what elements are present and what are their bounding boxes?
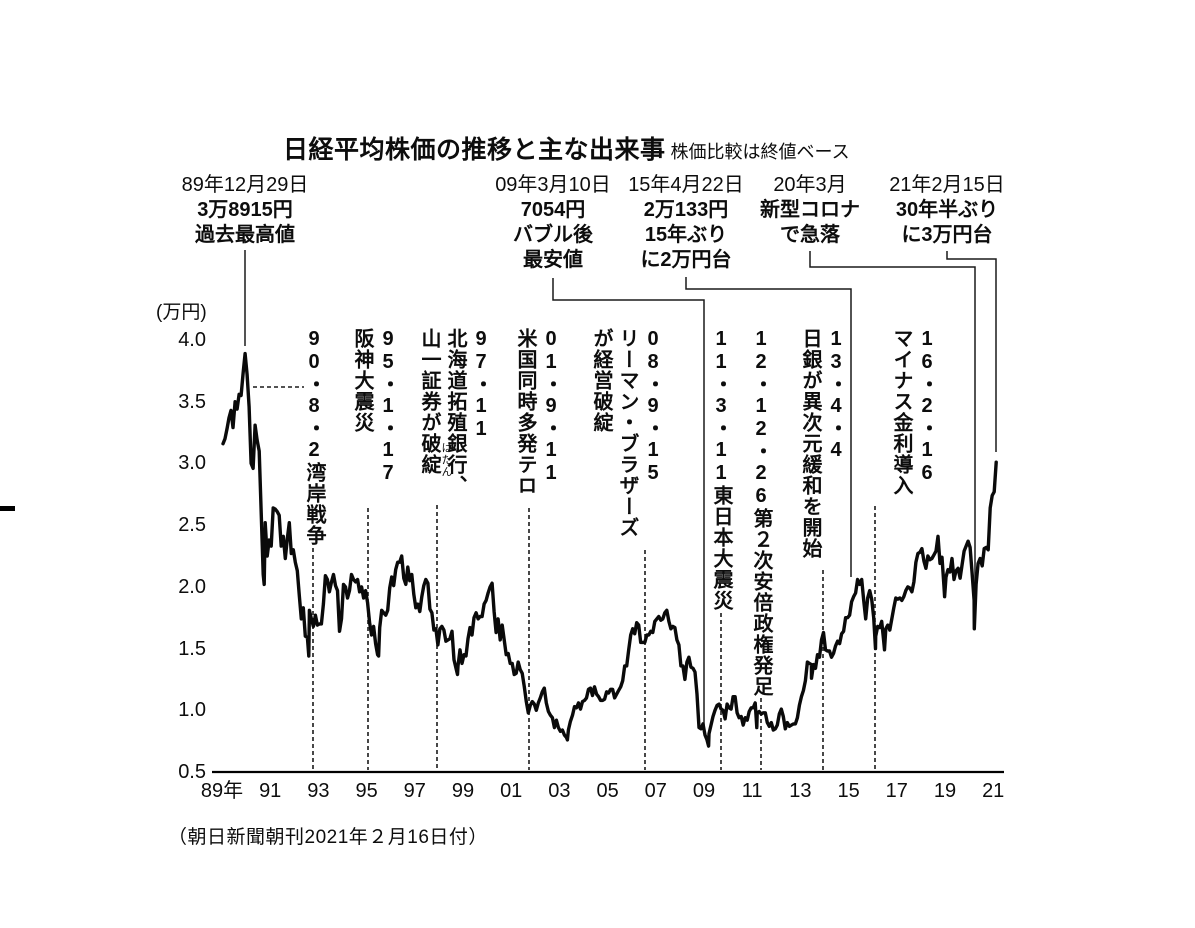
event-us-911-attacks-line-1: 米国同時多発テロ bbox=[514, 328, 536, 496]
nikkei-price-line bbox=[221, 351, 998, 748]
event-negative-interest-rate: 16・2・16 マイナス金利導入 bbox=[888, 328, 940, 768]
x-tick-91: 91 bbox=[259, 780, 282, 802]
page-edge-mark bbox=[0, 506, 15, 511]
x-tick-19: 19 bbox=[933, 780, 957, 802]
callout-peak-1989: 89年12月29日 3万8915円 過去最高値 bbox=[135, 173, 355, 248]
event-us-911-attacks: 01・9・11 米国同時多発テロ bbox=[512, 328, 564, 768]
event-gulf-war: 90・8・2湾岸戦争 bbox=[301, 328, 327, 768]
callout-30000-2021-line-0: 21年2月15日 bbox=[889, 174, 1005, 196]
x-tick-01: 01 bbox=[500, 780, 523, 802]
x-tick-11: 11 bbox=[741, 780, 763, 802]
callout-covid-2020: 20年3月新型コロナで急落 bbox=[700, 173, 920, 248]
event-hanshin-earthquake: 95・1・17 阪神大震災 bbox=[349, 328, 401, 768]
x-tick-93: 93 bbox=[307, 780, 330, 802]
y-tick-0.5: 0.5 bbox=[178, 761, 206, 783]
callout-low-2009: 09年3月10日 7054円バブル後最安値 bbox=[443, 173, 663, 273]
callout-covid-2020-line-2: で急落 bbox=[780, 224, 840, 246]
callout-30000-2021-line-2: に3万円台 bbox=[901, 224, 993, 246]
y-tick-3.5: 3.5 bbox=[178, 390, 206, 413]
x-tick-97: 97 bbox=[403, 780, 426, 802]
event-boj-easing-line-1: 日銀が異次元緩和を開始 bbox=[799, 328, 821, 559]
x-tick-95: 95 bbox=[355, 780, 378, 802]
callout-30000-2021: 21年2月15日 30年半ぶり に3万円台 bbox=[837, 173, 1057, 248]
callout-low-2009-line-2: バブル後 bbox=[513, 224, 593, 246]
event-us-911-attacks-line-0: 01・9・11 bbox=[540, 328, 562, 485]
event-yamaichi-hokkaido-bankruptcy-line-0: 97・11 bbox=[470, 328, 492, 441]
event-tohoku-earthquake: 11・3・11東日本大震災 bbox=[708, 328, 734, 768]
y-axis-unit-label: (万円) bbox=[156, 302, 207, 323]
y-tick-2.0: 2.0 bbox=[178, 575, 206, 598]
leader-30000-2021 bbox=[946, 251, 997, 452]
x-tick-13: 13 bbox=[789, 780, 812, 802]
chart-title-note: 株価比較は終値ベース bbox=[670, 142, 850, 162]
event-yamaichi-hokkaido-bankruptcy-line-1: 北海道拓殖銀行、 bbox=[444, 328, 466, 496]
callout-20000-2015: 15年4月22日 2万133円 15年ぶりに2万円台 bbox=[576, 173, 796, 273]
event-abe-government-line-0: 12・12・26第２次安倍政権発足 bbox=[750, 328, 772, 697]
callout-peak-1989-line-2: 過去最高値 bbox=[195, 224, 295, 246]
event-dashed-lines bbox=[253, 386, 876, 770]
event-hanshin-earthquake-line-0: 95・1・17 bbox=[377, 328, 399, 485]
y-tick-2.5: 2.5 bbox=[178, 514, 206, 537]
event-lehman-collapse-line-1: リーマン・ブラザーズ bbox=[616, 328, 638, 538]
callout-covid-2020-line-0: 20年3月 bbox=[773, 174, 847, 196]
x-tick-89年: 89年 bbox=[200, 780, 244, 802]
leader-20000-2015 bbox=[685, 277, 852, 577]
callout-peak-1989-line-1: 3万8915円 bbox=[197, 199, 293, 221]
callout-leader-lines bbox=[244, 250, 997, 727]
event-negative-interest-rate-line-0: 16・2・16 bbox=[916, 328, 938, 485]
callout-30000-2021-line-1: 30年半ぶり bbox=[895, 199, 999, 221]
event-abe-government: 12・12・26第２次安倍政権発足 bbox=[748, 328, 774, 768]
chart-title-main: 日経平均株価の推移と主な出来事 bbox=[283, 136, 666, 164]
callout-low-2009-line-3: 最安値 bbox=[523, 249, 583, 271]
leader-low-2009 bbox=[552, 278, 705, 727]
y-tick-3.0: 3.0 bbox=[178, 452, 206, 475]
x-tick-21: 21 bbox=[982, 780, 1005, 802]
callout-20000-2015-line-2: 15年ぶり bbox=[644, 224, 728, 246]
event-lehman-collapse-line-0: 08・9・15 bbox=[642, 328, 664, 485]
furigana-hatan: はたん bbox=[440, 442, 452, 478]
y-tick-4.0: 4.0 bbox=[178, 329, 206, 351]
callout-20000-2015-line-0: 15年4月22日 bbox=[628, 174, 744, 196]
chart-title: 日経平均株価の推移と主な出来事 株価比較は終値ベース bbox=[283, 130, 850, 166]
callout-peak-1989-line-0: 89年12月29日 bbox=[181, 174, 309, 196]
callout-low-2009-line-0: 09年3月10日 bbox=[495, 174, 611, 196]
callout-20000-2015-line-1: 2万133円 bbox=[643, 199, 729, 221]
y-tick-1.0: 1.0 bbox=[178, 699, 206, 722]
callout-low-2009-line-1: 7054円 bbox=[520, 199, 586, 221]
leader-covid-2020 bbox=[809, 251, 976, 600]
event-lehman-collapse: 08・9・15 リーマン・ブラザーズ が経営破綻 bbox=[588, 328, 666, 768]
x-tick-15: 15 bbox=[837, 780, 860, 802]
callout-20000-2015-line-3: に2万円台 bbox=[640, 249, 732, 271]
event-hanshin-earthquake-line-1: 阪神大震災 bbox=[351, 328, 373, 433]
event-yamaichi-hokkaido-bankruptcy-line-2: 山一証券が破綻 bbox=[418, 328, 440, 475]
event-boj-easing-line-0: 13・4・4 bbox=[825, 328, 847, 462]
event-gulf-war-line-0: 90・8・2湾岸戦争 bbox=[303, 328, 325, 546]
event-yamaichi-hokkaido-bankruptcy: 97・11 北海道拓殖銀行、 山一証券が破綻 bbox=[416, 328, 494, 768]
y-tick-1.5: 1.5 bbox=[178, 637, 206, 660]
x-tick-03: 03 bbox=[548, 780, 571, 802]
x-tick-17: 17 bbox=[885, 780, 908, 802]
event-boj-easing: 13・4・4 日銀が異次元緩和を開始 bbox=[797, 328, 849, 768]
callout-covid-2020-line-1: 新型コロナ bbox=[760, 199, 860, 221]
event-tohoku-earthquake-line-0: 11・3・11東日本大震災 bbox=[710, 328, 732, 611]
x-tick-99: 99 bbox=[451, 780, 475, 802]
x-tick-07: 07 bbox=[644, 780, 667, 802]
x-tick-09: 09 bbox=[692, 780, 716, 802]
event-lehman-collapse-line-2: が経営破綻 bbox=[590, 328, 612, 433]
x-tick-05: 05 bbox=[596, 780, 619, 802]
event-negative-interest-rate-line-1: マイナス金利導入 bbox=[890, 328, 912, 496]
source-note: （朝日新聞朝刊2021年２月16日付） bbox=[168, 827, 488, 848]
